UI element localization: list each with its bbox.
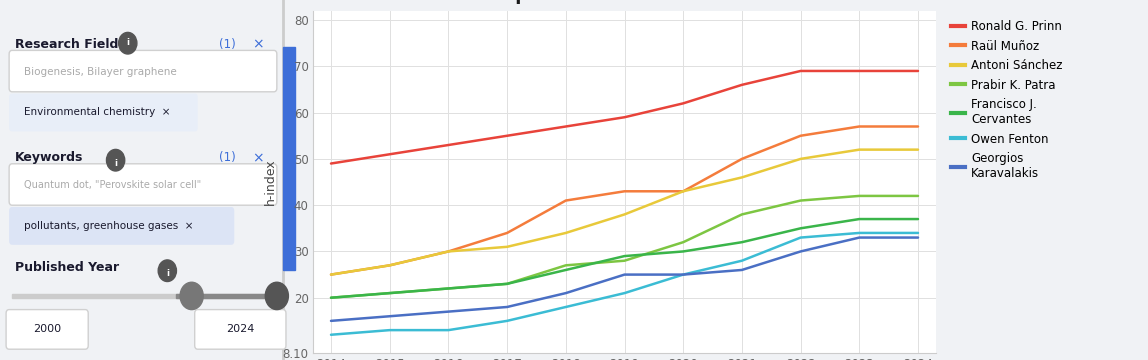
Text: ×: × [253,38,264,52]
Bar [177,294,280,298]
FancyBboxPatch shape [9,207,234,245]
Text: 2024: 2024 [226,324,255,334]
Text: Quantum dot, "Perovskite solar cell": Quantum dot, "Perovskite solar cell" [24,180,202,190]
Title: Top authors h-index trend: Top authors h-index trend [494,0,755,4]
Text: pollutants, greenhouse gases  ×: pollutants, greenhouse gases × [24,221,194,231]
Text: Environmental chemistry  ×: Environmental chemistry × [24,107,171,117]
Text: i: i [165,269,169,278]
FancyBboxPatch shape [9,164,277,205]
FancyBboxPatch shape [195,310,286,349]
Bar [13,294,280,298]
FancyBboxPatch shape [6,310,88,349]
Circle shape [107,149,125,171]
Text: i: i [126,38,130,47]
Circle shape [118,32,137,54]
Text: Biogenesis, Bilayer graphene: Biogenesis, Bilayer graphene [24,67,177,77]
Y-axis label: h-index: h-index [264,158,277,205]
Text: Keywords: Keywords [15,151,84,164]
Bar [282,47,295,270]
Circle shape [180,282,203,310]
Text: 2000: 2000 [33,324,61,334]
Text: Published Year: Published Year [15,261,119,274]
Text: (1): (1) [219,38,235,51]
Text: (1): (1) [219,151,235,164]
Text: i: i [114,158,117,167]
Text: Research Field: Research Field [15,38,118,51]
FancyBboxPatch shape [9,50,277,92]
FancyBboxPatch shape [9,94,197,131]
Circle shape [265,282,288,310]
Circle shape [158,260,177,282]
Text: ×: × [253,151,264,165]
Legend: Ronald G. Prinn, Raül Muñoz, Antoni Sánchez, Prabir K. Patra, Francisco J.
Cerva: Ronald G. Prinn, Raül Muñoz, Antoni Sánc… [948,17,1066,184]
